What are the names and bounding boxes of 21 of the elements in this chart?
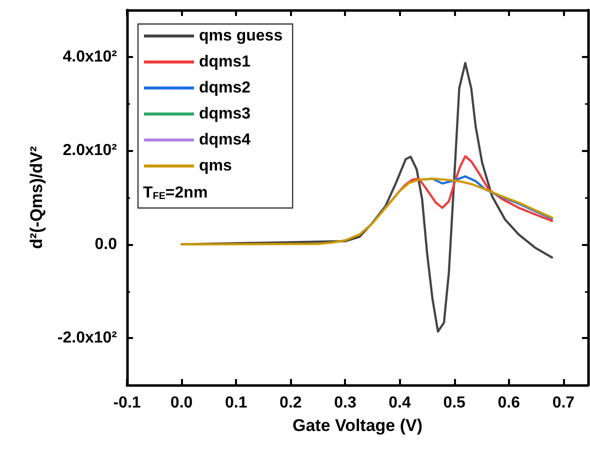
y-tick-label: 4.0x10²: [62, 48, 117, 66]
y-tick-label: 2.0x10²: [62, 142, 117, 160]
y-tick-label: 0.0: [94, 236, 118, 253]
y-tick-label: -2.0x10²: [57, 330, 117, 347]
legend-label: dqms3: [199, 106, 251, 122]
x-tick-label: -0.1: [113, 394, 141, 412]
x-tick-label: 0.4: [388, 394, 411, 412]
legend-label: qms: [199, 158, 232, 174]
x-tick-label: 0.5: [443, 394, 466, 412]
legend-label: dqms4: [199, 132, 251, 148]
legend-label: dqms1: [199, 54, 251, 70]
legend-label: dqms2: [199, 80, 251, 96]
y-axis-title: d²(-Qms)/dV²: [27, 146, 46, 249]
x-tick-label: 0.7: [552, 394, 575, 412]
x-tick-label: 0.0: [170, 394, 193, 412]
x-tick-label: 0.6: [498, 394, 520, 412]
x-tick-label: 0.2: [280, 394, 302, 412]
x-tick-label: 0.3: [334, 394, 356, 412]
x-tick-label: 0.1: [224, 394, 248, 412]
legend-label: qms guess: [199, 28, 283, 44]
x-axis-title: Gate Voltage (V): [292, 416, 423, 435]
